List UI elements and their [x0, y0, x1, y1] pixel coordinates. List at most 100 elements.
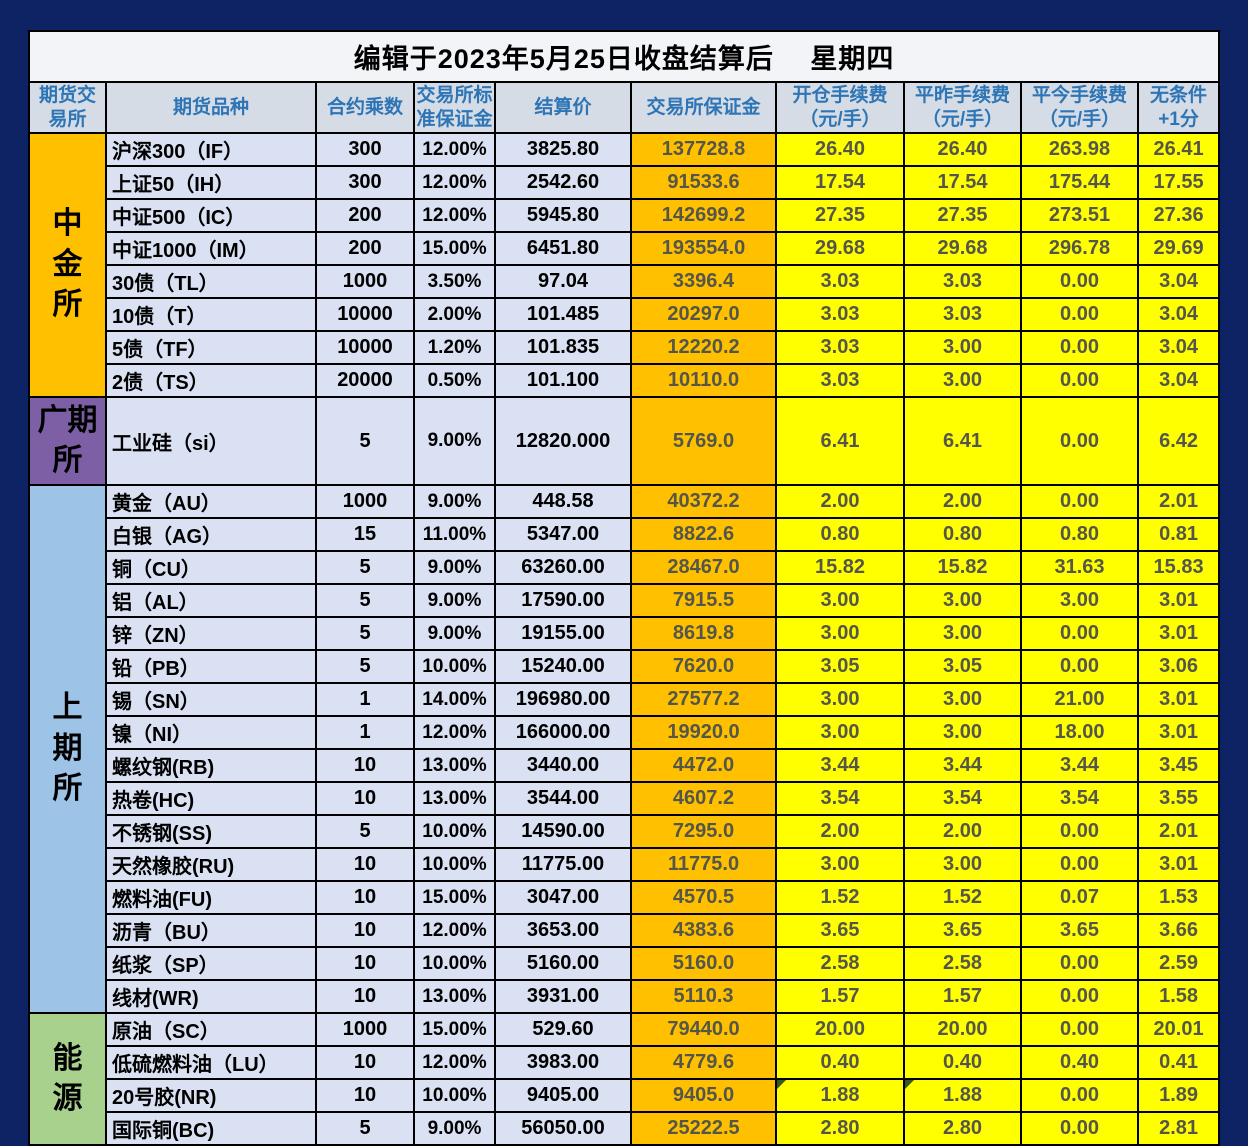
- cell-open_fee: 29.68: [775, 231, 905, 266]
- cell-plus1: 2.01: [1136, 484, 1221, 519]
- cell-multiplier: 20000: [315, 363, 415, 398]
- cell-margin: 5769.0: [630, 396, 777, 486]
- cell-close_yd: 2.00: [903, 484, 1022, 519]
- cell-margin: 7620.0: [630, 649, 777, 684]
- cell-open_fee: 1.88: [775, 1078, 905, 1113]
- cell-close_td: 0.00: [1020, 363, 1139, 398]
- cell-multiplier: 5: [315, 1111, 415, 1146]
- cell-margin: 5160.0: [630, 946, 777, 981]
- cell-multiplier: 5: [315, 814, 415, 849]
- cell-multiplier: 10000: [315, 297, 415, 332]
- cell-close_td: 0.00: [1020, 1111, 1139, 1146]
- cell-open_fee: 2.58: [775, 946, 905, 981]
- cell-plus1: 1.53: [1136, 880, 1221, 915]
- cell-close_yd: 1.88: [903, 1078, 1022, 1113]
- product-name: 20号胶(NR): [105, 1078, 317, 1113]
- cell-margin: 91533.6: [630, 165, 777, 200]
- cell-close_td: 21.00: [1020, 682, 1139, 717]
- cell-settle: 17590.00: [494, 583, 632, 618]
- cell-margin_rate: 12.00%: [413, 913, 496, 948]
- cell-margin_rate: 11.00%: [413, 517, 496, 552]
- table-row: 中金所沪深300（IF） 300 12.00% 3825.80 137728.8 26.4…: [28, 132, 1221, 398]
- cell-open_fee: 27.35: [775, 198, 905, 233]
- table-row: 天然橡胶(RU) 10 10.00% 11775.00 11775.0 3.00 3.00 0…: [29, 847, 1221, 882]
- cell-settle: 9405.00: [494, 1078, 632, 1113]
- product-name: 工业硅（si）: [105, 396, 317, 486]
- cell-margin_rate: 13.00%: [413, 748, 496, 783]
- cell-margin: 4383.6: [630, 913, 777, 948]
- product-name: 燃料油(FU): [105, 880, 317, 915]
- cell-open_fee: 3.00: [775, 616, 905, 651]
- cell-settle: 15240.00: [494, 649, 632, 684]
- exchange-label: 广期所: [28, 396, 107, 486]
- cell-open_fee: 26.40: [775, 132, 905, 167]
- cell-settle: 19155.00: [494, 616, 632, 651]
- cell-plus1: 3.01: [1136, 583, 1221, 618]
- cell-multiplier: 5: [315, 583, 415, 618]
- col-header-settle: 结算价: [494, 81, 632, 134]
- col-header-open_fee: 开仓手续费 （元/手）: [775, 81, 905, 134]
- cell-open_fee: 1.57: [775, 979, 905, 1014]
- cell-margin_rate: 15.00%: [413, 880, 496, 915]
- table-row: 线材(WR) 10 13.00% 3931.00 5110.3 1.57 1.57 0.00 1…: [29, 979, 1221, 1014]
- cell-multiplier: 1000: [315, 1012, 415, 1047]
- table-row: 锡（SN） 1 14.00% 196980.00 27577.2 3.00 3.00 21.0…: [29, 682, 1221, 717]
- cell-multiplier: 15: [315, 517, 415, 552]
- cell-settle: 101.835: [494, 330, 632, 365]
- table-row: 低硫燃料油（LU） 10 12.00% 3983.00 4779.6 0.40 0.40 0.…: [29, 1045, 1221, 1080]
- table-row: 铜（CU） 5 9.00% 63260.00 28467.0 15.82 15.82 31.6…: [29, 550, 1221, 585]
- cell-close_td: 0.00: [1020, 1012, 1139, 1047]
- cell-open_fee: 0.80: [775, 517, 905, 552]
- cell-multiplier: 10: [315, 1045, 415, 1080]
- cell-margin_rate: 13.00%: [413, 781, 496, 816]
- cell-settle: 3931.00: [494, 979, 632, 1014]
- cell-settle: 56050.00: [494, 1111, 632, 1146]
- cell-margin_rate: 10.00%: [413, 1078, 496, 1113]
- cell-close_yd: 6.41: [903, 396, 1022, 486]
- product-name: 30债（TL）: [105, 264, 317, 299]
- table-row: 铝（AL） 5 9.00% 17590.00 7915.5 3.00 3.00 3.00 3.0…: [29, 583, 1221, 618]
- cell-multiplier: 5: [315, 649, 415, 684]
- cell-open_fee: 3.05: [775, 649, 905, 684]
- cell-open_fee: 3.00: [775, 847, 905, 882]
- product-name: 沥青（BU）: [105, 913, 317, 948]
- page-title: 编辑于2023年5月25日收盘结算后 星期四: [27, 30, 1221, 83]
- cell-multiplier: 300: [315, 165, 415, 200]
- cell-settle: 11775.00: [494, 847, 632, 882]
- cell-multiplier: 5: [315, 396, 415, 486]
- product-name: 5债（TF）: [105, 330, 317, 365]
- cell-margin_rate: 9.00%: [413, 1111, 496, 1146]
- cell-plus1: 3.01: [1136, 682, 1221, 717]
- table-row: 广期所工业硅（si） 5 9.00% 12820.000 5769.0 6.41 6.41 0…: [28, 396, 1221, 486]
- cell-multiplier: 10000: [315, 330, 415, 365]
- table-row: 5债（TF） 10000 1.20% 101.835 12220.2 3.03 3.00 0.…: [29, 330, 1221, 365]
- table-row: 2债（TS） 20000 0.50% 101.100 10110.0 3.03 3.00 0.…: [29, 363, 1221, 398]
- cell-settle: 2542.60: [494, 165, 632, 200]
- cell-margin_rate: 15.00%: [413, 1012, 496, 1047]
- cell-close_td: 3.00: [1020, 583, 1139, 618]
- cell-close_yd: 3.00: [903, 847, 1022, 882]
- cell-margin: 3396.4: [630, 264, 777, 299]
- cell-margin: 19920.0: [630, 715, 777, 750]
- col-header-exchange: 期货交 易所: [28, 81, 107, 134]
- cell-margin_rate: 12.00%: [413, 132, 496, 167]
- cell-margin: 11775.0: [630, 847, 777, 882]
- cell-settle: 529.60: [494, 1012, 632, 1047]
- cell-margin: 8822.6: [630, 517, 777, 552]
- cell-close_yd: 26.40: [903, 132, 1022, 167]
- cell-margin_rate: 2.00%: [413, 297, 496, 332]
- table-row: 上期所黄金（AU） 1000 9.00% 448.58 40372.2 2.00 2.00 0…: [28, 484, 1221, 1014]
- table-row: 能源原油（SC） 1000 15.00% 529.60 79440.0 20.00 20.0…: [28, 1012, 1221, 1146]
- col-header-margin_rate: 交易所标 准保证金: [413, 81, 496, 134]
- cell-plus1: 3.06: [1136, 649, 1221, 684]
- cell-settle: 97.04: [494, 264, 632, 299]
- cell-multiplier: 1: [315, 682, 415, 717]
- cell-plus1: 3.66: [1136, 913, 1221, 948]
- cell-close_td: 0.00: [1020, 946, 1139, 981]
- col-header-name: 期货品种: [105, 81, 317, 134]
- cell-multiplier: 10: [315, 946, 415, 981]
- exchange-label: 能源: [28, 1012, 107, 1146]
- cell-plus1: 6.42: [1136, 396, 1221, 486]
- cell-margin: 8619.8: [630, 616, 777, 651]
- cell-multiplier: 5: [315, 616, 415, 651]
